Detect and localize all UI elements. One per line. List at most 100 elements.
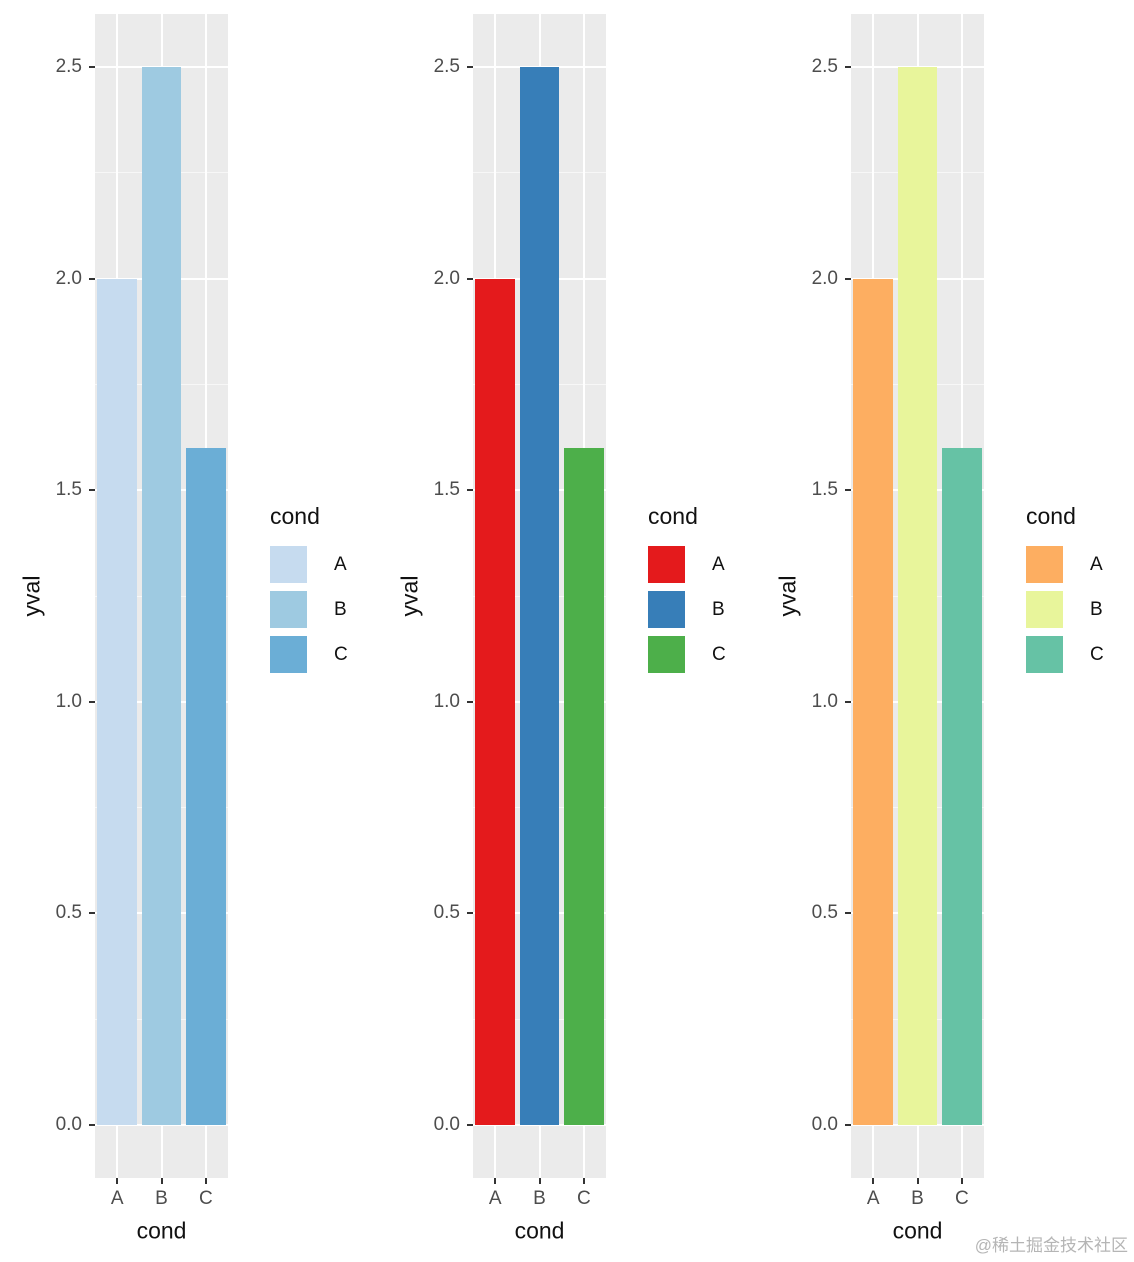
legend: cond A B C bbox=[648, 503, 760, 677]
bar bbox=[97, 278, 138, 1126]
y-axis-title: yval bbox=[396, 575, 423, 617]
legend-swatch bbox=[270, 591, 307, 628]
x-tick-mark bbox=[160, 1178, 163, 1184]
y-tick-mark bbox=[845, 277, 851, 280]
x-tick-label: C bbox=[954, 1188, 969, 1209]
bar bbox=[519, 66, 560, 1126]
legend-row: A bbox=[648, 542, 760, 587]
gridline-major-y bbox=[95, 1124, 228, 1127]
x-tick-mark bbox=[494, 1178, 497, 1184]
y-axis-title: yval bbox=[18, 575, 45, 617]
legend-swatch bbox=[270, 636, 307, 673]
legend-label: C bbox=[712, 643, 726, 665]
y-tick-mark bbox=[467, 277, 473, 280]
bar bbox=[141, 66, 182, 1126]
y-axis-title: yval bbox=[774, 575, 801, 617]
plot-panel bbox=[95, 14, 228, 1178]
x-axis-title: cond bbox=[136, 1217, 187, 1244]
x-tick-mark bbox=[916, 1178, 919, 1184]
legend-row: A bbox=[1026, 542, 1134, 587]
legend-label: B bbox=[712, 598, 725, 620]
y-tick-label: 2.5 bbox=[811, 55, 838, 77]
watermark: @稀土掘金技术社区 bbox=[974, 1236, 1128, 1255]
x-tick-label: C bbox=[198, 1188, 213, 1209]
y-tick-mark bbox=[467, 1124, 473, 1127]
legend-row: B bbox=[270, 587, 382, 632]
y-tick-mark bbox=[845, 912, 851, 915]
legend-swatch bbox=[648, 546, 685, 583]
y-tick-mark bbox=[89, 277, 95, 280]
x-axis-title: cond bbox=[514, 1217, 565, 1244]
y-tick-label: 2.0 bbox=[811, 267, 838, 289]
y-tick-label: 2.0 bbox=[433, 267, 460, 289]
bar bbox=[897, 66, 938, 1126]
x-tick-label: B bbox=[911, 1188, 924, 1209]
y-tick-mark bbox=[467, 912, 473, 915]
y-tick-label: 2.0 bbox=[55, 267, 82, 289]
bar bbox=[563, 447, 604, 1126]
x-tick-mark bbox=[960, 1178, 963, 1184]
y-tick-label: 0.5 bbox=[811, 902, 838, 924]
y-tick-label: 0.5 bbox=[433, 902, 460, 924]
legend-swatch bbox=[648, 591, 685, 628]
y-tick-mark bbox=[845, 65, 851, 68]
x-tick-label: B bbox=[155, 1188, 168, 1209]
x-tick-mark bbox=[116, 1178, 119, 1184]
x-tick-mark bbox=[204, 1178, 207, 1184]
x-tick-label: B bbox=[533, 1188, 546, 1209]
legend-title: cond bbox=[1026, 503, 1076, 529]
legend-swatch bbox=[270, 546, 307, 583]
legend-row: C bbox=[270, 632, 382, 677]
plot-panel bbox=[473, 14, 606, 1178]
y-tick-label: 1.0 bbox=[811, 690, 838, 712]
y-tick-mark bbox=[467, 65, 473, 68]
bar bbox=[941, 447, 982, 1126]
y-tick-label: 0.5 bbox=[55, 902, 82, 924]
y-tick-label: 2.5 bbox=[433, 55, 460, 77]
legend-swatch bbox=[1026, 636, 1063, 673]
legend-label: A bbox=[1090, 553, 1103, 575]
gridline-major-y bbox=[473, 1124, 606, 1127]
legend-swatch bbox=[1026, 546, 1063, 583]
x-tick-label: A bbox=[110, 1188, 124, 1209]
legend-label: A bbox=[712, 553, 725, 575]
x-tick-mark bbox=[872, 1178, 875, 1184]
y-tick-mark bbox=[845, 1124, 851, 1127]
bar bbox=[185, 447, 226, 1126]
x-tick-mark bbox=[538, 1178, 541, 1184]
legend-label: B bbox=[334, 598, 347, 620]
y-tick-label: 1.5 bbox=[55, 479, 82, 501]
y-tick-label: 0.0 bbox=[433, 1114, 460, 1136]
legend-label: C bbox=[1090, 643, 1104, 665]
legend-row: C bbox=[648, 632, 760, 677]
y-tick-mark bbox=[89, 1124, 95, 1127]
legend-row: B bbox=[1026, 587, 1134, 632]
legend-swatch bbox=[648, 636, 685, 673]
bar bbox=[475, 278, 516, 1126]
legend-row: A bbox=[270, 542, 382, 587]
legend-row: B bbox=[648, 587, 760, 632]
y-tick-mark bbox=[467, 700, 473, 703]
x-tick-label: A bbox=[488, 1188, 502, 1209]
plot-panel bbox=[851, 14, 984, 1178]
y-tick-mark bbox=[89, 912, 95, 915]
legend-title: cond bbox=[270, 503, 320, 529]
bar bbox=[853, 278, 894, 1126]
legend: cond A B C bbox=[270, 503, 382, 677]
y-tick-label: 0.0 bbox=[811, 1114, 838, 1136]
y-tick-label: 2.5 bbox=[55, 55, 82, 77]
legend-row: C bbox=[1026, 632, 1134, 677]
y-tick-label: 0.0 bbox=[55, 1114, 82, 1136]
x-tick-label: A bbox=[866, 1188, 880, 1209]
y-tick-label: 1.0 bbox=[433, 690, 460, 712]
x-axis-title: cond bbox=[892, 1217, 943, 1244]
gridline-major-y bbox=[851, 1124, 984, 1127]
y-tick-label: 1.5 bbox=[433, 479, 460, 501]
y-tick-label: 1.5 bbox=[811, 479, 838, 501]
y-tick-mark bbox=[89, 700, 95, 703]
legend-label: A bbox=[334, 553, 347, 575]
